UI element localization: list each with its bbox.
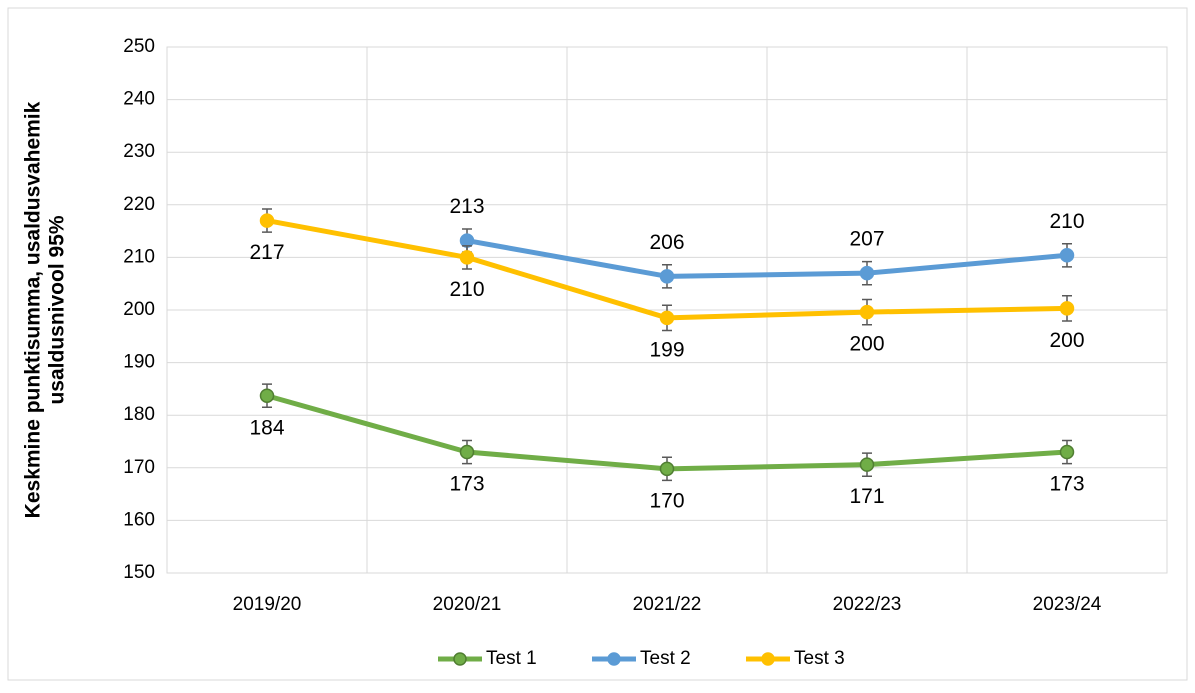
marker xyxy=(859,265,875,281)
marker xyxy=(659,269,675,284)
y-tick-label: 150 xyxy=(123,562,155,583)
legend-marker xyxy=(607,652,621,666)
data-label: 173 xyxy=(1049,473,1084,496)
data-label: 200 xyxy=(1049,329,1084,352)
legend-label: Test 3 xyxy=(794,648,845,669)
y-tick-label: 250 xyxy=(123,36,155,57)
legend-marker xyxy=(761,652,775,666)
marker xyxy=(459,444,475,460)
y-tick-label: 220 xyxy=(123,194,155,215)
data-label: 171 xyxy=(849,485,884,508)
y-tick-label: 170 xyxy=(123,457,155,478)
legend-marker xyxy=(453,652,467,666)
y-tick-label: 210 xyxy=(123,246,155,267)
x-tick-label: 2019/20 xyxy=(233,594,302,615)
data-label: 213 xyxy=(449,195,484,218)
marker xyxy=(1059,248,1075,263)
marker xyxy=(859,457,875,472)
marker xyxy=(459,250,475,265)
y-tick-label: 200 xyxy=(123,299,155,320)
series-line xyxy=(466,238,1068,279)
y-tick-label: 180 xyxy=(123,404,155,425)
data-label: 206 xyxy=(649,231,684,254)
data-label: 210 xyxy=(449,278,484,301)
y-tick-label: 230 xyxy=(123,141,155,162)
y-tick-label: 240 xyxy=(123,89,155,110)
marker xyxy=(1059,444,1075,460)
data-label: 207 xyxy=(849,228,884,251)
y-tick-label: 190 xyxy=(123,352,155,373)
x-tick-label: 2021/22 xyxy=(633,594,702,615)
chart-frame xyxy=(7,7,1188,681)
data-label: 184 xyxy=(249,416,284,439)
data-label: 173 xyxy=(449,473,484,496)
marker xyxy=(859,304,875,320)
marker xyxy=(259,388,275,403)
y-axis-label: Keskmine punktisumma, usaldusvahemik xyxy=(22,101,45,518)
data-label: 200 xyxy=(849,333,884,356)
marker xyxy=(659,461,675,477)
marker xyxy=(1059,301,1075,316)
plot-border xyxy=(166,46,1168,574)
marker xyxy=(659,310,675,326)
x-tick-label: 2022/23 xyxy=(833,594,902,615)
data-label: 210 xyxy=(1049,210,1084,233)
y-tick-label: 160 xyxy=(123,509,155,530)
marker xyxy=(259,213,275,228)
data-label: 199 xyxy=(649,338,684,361)
y-axis-label: usaldusnivool 95% xyxy=(46,215,69,404)
legend-label: Test 2 xyxy=(640,648,691,669)
data-label: 217 xyxy=(249,241,284,264)
x-tick-label: 2023/24 xyxy=(1033,594,1102,615)
data-label: 170 xyxy=(649,489,684,512)
x-tick-label: 2020/21 xyxy=(433,594,502,615)
legend-label: Test 1 xyxy=(486,648,537,669)
